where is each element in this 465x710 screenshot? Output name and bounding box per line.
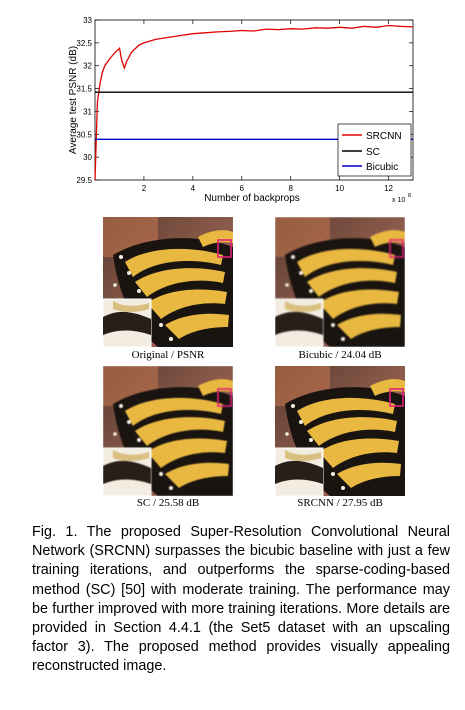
x-axis-multiplier-exponent: 8 [408,193,411,199]
series-line-srcnn [94,24,414,181]
x-axis-ticks: 2 4 6 8 10 12 [142,20,394,193]
x-tick-label: 12 [384,184,393,193]
y-tick-label: 33 [83,16,92,25]
y-axis-label: Average test PSNR (dB) [68,46,79,154]
y-tick-label: 29.5 [76,176,92,185]
y-tick-label: 32 [83,62,92,71]
legend: SRCNN SC Bicubic [337,123,412,177]
y-tick-label: 31 [83,107,92,116]
y-axis-ticks: 29.5 30 30.5 31 31.5 32 32.5 33 [76,16,413,185]
y-tick-label: 31.5 [76,85,92,94]
x-axis-multiplier: x 10 [392,197,405,204]
x-tick-label: 8 [288,184,293,193]
panel-caption-srcnn: SRCNN / 27.95 dB [297,497,383,509]
x-tick-label: 10 [335,184,344,193]
x-tick-label: 4 [191,184,196,193]
legend-label-sc: SC [366,147,380,158]
legend-label-srcnn: SRCNN [366,131,402,142]
y-tick-label: 32.5 [76,39,92,48]
legend-label-bicubic: Bicubic [366,162,398,173]
figure-caption: Fig. 1. The proposed Super-Resolution Co… [32,524,450,675]
panel-sc [103,366,233,496]
panel-caption-original: Original / PSNR [131,349,205,361]
panel-srcnn [275,366,405,496]
y-tick-label: 30.5 [76,130,92,139]
psnr-chart: 29.5 30 30.5 31 31.5 32 32.5 33 2 4 6 8 10 12 Averag… [68,16,414,204]
panel-original [103,217,233,347]
y-tick-label: 30 [83,153,92,162]
x-tick-label: 2 [142,184,147,193]
panel-bicubic [275,217,405,347]
x-axis-label: Number of backprops [204,193,300,204]
x-tick-label: 6 [240,184,245,193]
panel-caption-sc: SC / 25.58 dB [136,497,200,509]
panel-caption-bicubic: Bicubic / 24.04 dB [298,349,382,361]
legend-box [337,123,412,177]
